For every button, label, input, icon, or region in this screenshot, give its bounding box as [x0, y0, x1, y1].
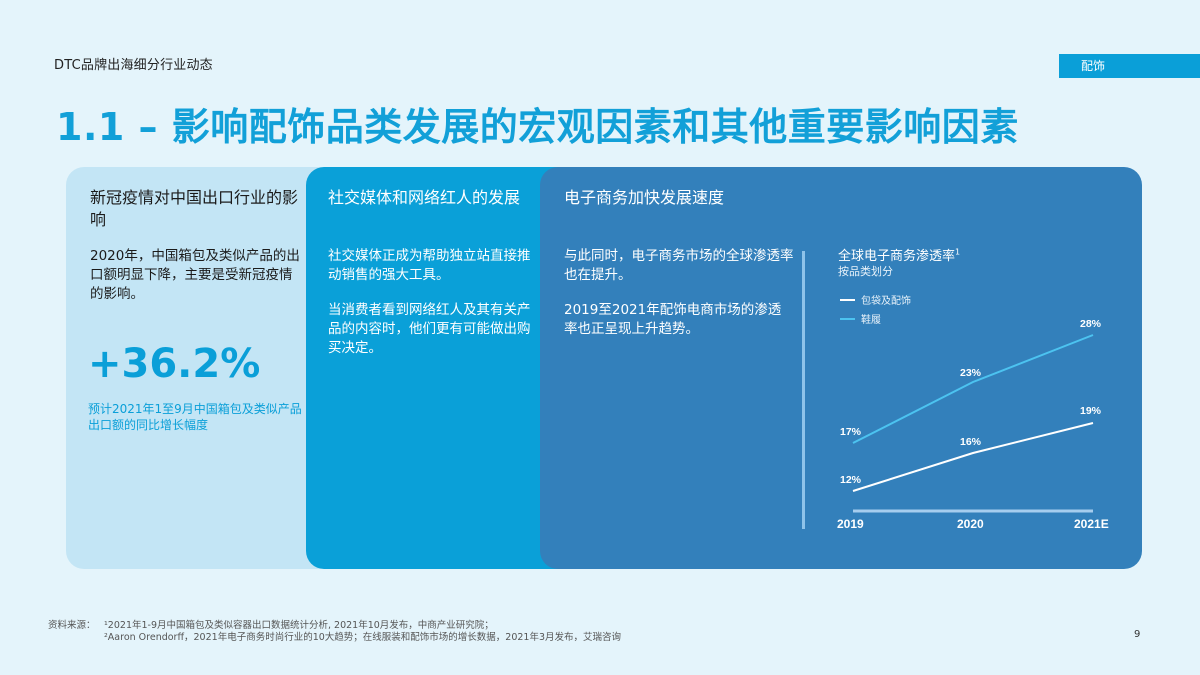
- legend-swatch-lightblue: [840, 317, 855, 320]
- page-title: 1.1 – 影响配饰品类发展的宏观因素和其他重要影响因素: [56, 105, 1019, 149]
- data-label: 23%: [960, 367, 982, 379]
- chart-subtitle: 按品类划分: [838, 265, 893, 278]
- x-tick-label: 2019: [837, 517, 864, 531]
- legend-label: 鞋履: [861, 315, 881, 326]
- source-1: ¹2021年1-9月中国箱包及类似容器出口数据统计分析, 2021年10月发布，…: [104, 620, 494, 631]
- chart-title-text: 全球电子商务渗透率: [838, 249, 956, 264]
- panel-body-1: 社交媒体正成为帮助独立站直接推动销售的强大工具。: [328, 248, 531, 283]
- legend-item-bags: 包袋及配饰: [840, 292, 911, 307]
- data-label: 17%: [840, 426, 862, 438]
- series-line-shoes: [852, 334, 1094, 444]
- series-line-bags: [852, 422, 1094, 492]
- panel-ecommerce: 电子商务加快发展速度 与此同时，电子商务市场的全球渗透率也在提升。 2019至2…: [540, 167, 1142, 569]
- growth-stat-caption: 预计2021年1至9月中国箱包及类似产品出口额的同比增长幅度: [88, 402, 302, 432]
- data-label: 12%: [840, 474, 862, 486]
- panel-heading: 社交媒体和网络红人的发展: [328, 188, 521, 207]
- page-number: 9: [1134, 629, 1141, 640]
- x-tick-label: 2021E: [1074, 517, 1109, 531]
- panel-covid-impact: 新冠疫情对中国出口行业的影响 2020年，中国箱包及类似产品的出口额明显下降，主…: [66, 167, 336, 569]
- line-chart: 17% 23% 28% 12% 16% 19% 2019 2020 2021E: [837, 318, 1109, 531]
- data-label: 19%: [1080, 405, 1102, 417]
- source-2: ²Aaron Orendorff，2021年电子商务时尚行业的10大趋势；在线服…: [104, 632, 621, 643]
- category-tag: 配饰: [1059, 54, 1200, 78]
- panel-body: 2020年，中国箱包及类似产品的出口额明显下降，主要是受新冠疫情的影响。: [90, 248, 300, 302]
- panel-social-media: 社交媒体和网络红人的发展 社交媒体正成为帮助独立站直接推动销售的强大工具。 当消…: [306, 167, 576, 569]
- legend-item-shoes: 鞋履: [840, 311, 881, 326]
- sources-label: 资料来源：: [48, 620, 96, 631]
- legend-label: 包袋及配饰: [861, 296, 911, 307]
- data-label: 28%: [1080, 318, 1102, 330]
- data-label: 16%: [960, 436, 982, 448]
- panel-body-2: 当消费者看到网络红人及其有关产品的内容时，他们更有可能做出购买决定。: [328, 302, 531, 356]
- section-subheader: DTC品牌出海细分行业动态: [54, 58, 213, 73]
- chart-title: 全球电子商务渗透率1: [838, 245, 960, 264]
- legend-swatch-white: [840, 298, 855, 301]
- panel-heading: 电子商务加快发展速度: [564, 188, 725, 207]
- panel-body-1: 与此同时，电子商务市场的全球渗透率也在提升。: [564, 248, 794, 283]
- panel-body-2: 2019至2021年配饰电商市场的渗透率也正呈现上升趋势。: [564, 302, 782, 337]
- x-tick-label: 2020: [957, 517, 984, 531]
- vertical-divider: [802, 251, 805, 529]
- growth-stat: +36.2%: [88, 341, 261, 387]
- footnote-marker: 1: [955, 247, 961, 257]
- panel-heading: 新冠疫情对中国出口行业的影响: [90, 188, 299, 229]
